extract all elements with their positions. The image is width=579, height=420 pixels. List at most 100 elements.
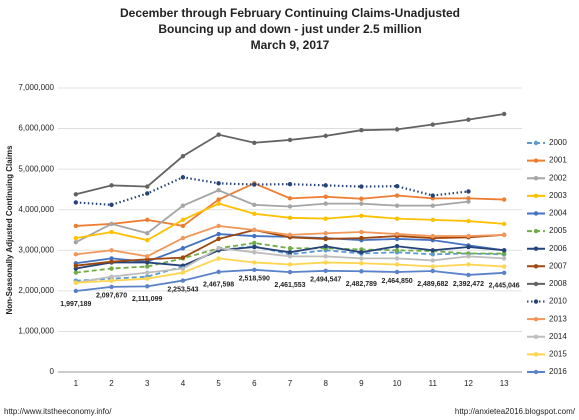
point bbox=[216, 223, 221, 229]
legend-label: 2010 bbox=[549, 297, 567, 306]
point bbox=[501, 232, 507, 238]
point bbox=[287, 254, 293, 259]
point bbox=[287, 204, 293, 209]
point bbox=[180, 266, 186, 271]
point bbox=[466, 196, 471, 201]
point bbox=[287, 269, 293, 275]
legend-marker bbox=[533, 299, 539, 304]
point bbox=[109, 266, 114, 271]
point bbox=[430, 258, 435, 263]
point bbox=[109, 183, 114, 188]
point bbox=[180, 270, 186, 275]
y-tick-label: 3,000,000 bbox=[18, 245, 54, 254]
point bbox=[430, 122, 435, 127]
x-tick-label: 3 bbox=[145, 379, 150, 388]
point bbox=[323, 236, 328, 242]
point bbox=[287, 232, 293, 238]
point bbox=[252, 140, 257, 145]
point bbox=[109, 278, 114, 283]
point bbox=[394, 231, 400, 237]
point bbox=[180, 217, 186, 223]
point bbox=[216, 188, 221, 193]
point bbox=[323, 268, 328, 273]
chart-title: December through February Continuing Cla… bbox=[120, 6, 460, 20]
point bbox=[359, 196, 364, 201]
point bbox=[323, 194, 328, 199]
point bbox=[359, 201, 364, 206]
point bbox=[501, 111, 507, 117]
point bbox=[430, 248, 435, 253]
point bbox=[73, 239, 79, 245]
point bbox=[394, 203, 400, 208]
legend-marker bbox=[533, 176, 539, 181]
y-tick-label: 5,000,000 bbox=[18, 164, 54, 173]
point bbox=[73, 192, 79, 197]
point bbox=[145, 270, 150, 275]
y-tick-label: 2,000,000 bbox=[18, 286, 54, 295]
point bbox=[287, 250, 293, 255]
value-label: 2,489,682 bbox=[417, 281, 448, 288]
point bbox=[216, 181, 221, 186]
point bbox=[252, 211, 257, 216]
point bbox=[501, 197, 507, 202]
point bbox=[323, 183, 328, 188]
point bbox=[359, 261, 364, 266]
legend-marker bbox=[533, 264, 539, 269]
point bbox=[145, 191, 150, 196]
point bbox=[145, 276, 150, 281]
point bbox=[501, 270, 507, 276]
point bbox=[359, 184, 364, 189]
point bbox=[287, 246, 293, 251]
point bbox=[394, 127, 400, 132]
legend-label: 2015 bbox=[549, 349, 567, 358]
point bbox=[145, 217, 150, 223]
point bbox=[359, 127, 364, 133]
legend-label: 2007 bbox=[549, 261, 567, 270]
point bbox=[466, 199, 471, 204]
point bbox=[180, 235, 186, 241]
legend-marker bbox=[533, 211, 539, 216]
point bbox=[109, 248, 114, 253]
point bbox=[216, 256, 221, 261]
x-tick-label: 7 bbox=[288, 379, 293, 388]
point bbox=[323, 254, 328, 259]
point bbox=[323, 260, 328, 265]
legend-marker bbox=[533, 281, 539, 287]
point bbox=[359, 256, 364, 261]
point bbox=[252, 260, 257, 265]
point bbox=[73, 200, 79, 205]
point bbox=[501, 221, 507, 227]
point bbox=[501, 248, 507, 253]
footer-right: http://anxietea2016.blogspot.com/ bbox=[455, 407, 576, 416]
legend-marker bbox=[533, 334, 539, 339]
legend-label: 2004 bbox=[549, 209, 567, 218]
point bbox=[359, 213, 364, 218]
y-tick-label: 1,000,000 bbox=[18, 327, 54, 336]
x-tick-label: 1 bbox=[74, 379, 79, 388]
point bbox=[466, 117, 471, 122]
value-label: 2,253,543 bbox=[167, 286, 198, 293]
point bbox=[73, 288, 79, 294]
x-tick-label: 12 bbox=[464, 379, 473, 388]
point bbox=[252, 202, 257, 208]
point bbox=[145, 184, 150, 189]
point bbox=[145, 237, 150, 243]
x-tick-label: 4 bbox=[181, 379, 186, 388]
point bbox=[145, 284, 150, 289]
x-tick-label: 11 bbox=[429, 379, 438, 388]
point bbox=[466, 218, 471, 224]
point bbox=[287, 262, 293, 267]
point bbox=[252, 233, 257, 239]
point bbox=[359, 250, 364, 255]
point bbox=[252, 240, 257, 246]
point bbox=[430, 203, 435, 208]
legend-label: 2002 bbox=[549, 173, 567, 182]
legend-label: 2008 bbox=[549, 279, 567, 288]
point bbox=[252, 250, 257, 255]
point bbox=[180, 175, 186, 180]
point bbox=[109, 202, 114, 208]
point bbox=[73, 280, 79, 285]
x-tick-label: 6 bbox=[252, 379, 257, 388]
point bbox=[430, 268, 435, 274]
